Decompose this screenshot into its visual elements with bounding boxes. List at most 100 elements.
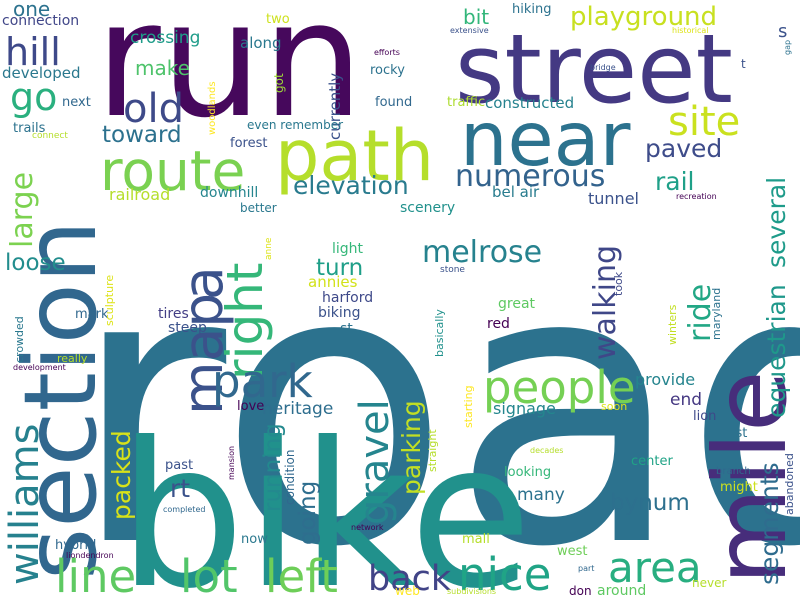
word-recreation: recreation (676, 192, 717, 201)
word-signage: signage (493, 399, 556, 418)
word-people: people (483, 361, 636, 414)
word-parking: parking (397, 400, 426, 495)
word-currently: currently (326, 73, 344, 140)
word-several: several (762, 177, 791, 268)
word-woodlands: woodlands (207, 81, 218, 135)
word-first: first (722, 426, 747, 441)
word-historical: historical (672, 26, 709, 35)
word-mark: mark (75, 307, 109, 322)
word-packed: packed (107, 430, 136, 520)
word-development: development (13, 363, 66, 372)
word-decades: decades (530, 446, 563, 455)
word-site: site (668, 99, 740, 145)
word-might: might (720, 480, 758, 495)
word-near: near (460, 95, 631, 183)
word-old: old (123, 86, 184, 132)
word-make: make (135, 56, 190, 80)
word-condition: condition (283, 450, 297, 505)
word-toward: toward (102, 122, 182, 148)
word-biking: biking (318, 305, 361, 321)
word-section: section (2, 220, 119, 580)
word-subdivisions: subdivisions (447, 587, 496, 596)
word-liondendron: liondendron (66, 551, 114, 560)
word-walking: walking (588, 245, 623, 360)
word-loose: loose (5, 250, 66, 276)
word-annies: annies (308, 273, 358, 291)
word-railroad: railroad (109, 185, 170, 204)
word-go: go (10, 75, 57, 119)
word-map: map (171, 293, 235, 415)
word-light: light (332, 241, 364, 257)
word-right: right (216, 263, 274, 380)
word-elevation: elevation (293, 171, 409, 200)
word-road: road (70, 187, 800, 600)
word-one: one (13, 0, 50, 21)
word-steep: steep (168, 320, 207, 336)
word-scenery: scenery (400, 200, 455, 216)
word-really: really (57, 352, 88, 365)
word-rt: rt (170, 474, 190, 503)
word-playground: playground (570, 2, 717, 32)
word-network: network (351, 523, 384, 532)
word-great: great (498, 296, 536, 312)
word-basically: basically (433, 309, 446, 357)
word-found: found (375, 95, 412, 110)
word-s: s (778, 21, 787, 42)
word-rocky: rocky (370, 63, 405, 78)
word-ride: ride (683, 284, 718, 342)
word-connect: connect (32, 131, 68, 141)
word-hybrid: hybrid (55, 538, 96, 553)
word-anne: anne (264, 237, 274, 260)
word-tires: tires (158, 306, 189, 322)
word-end: end (670, 390, 702, 410)
word-never: never (692, 576, 726, 590)
word-back: back (368, 559, 452, 599)
word-past: past (165, 458, 193, 473)
word-provide: provide (635, 370, 695, 389)
word-running: running (260, 423, 286, 512)
word-numerous: numerous (455, 159, 605, 194)
word-going: going (295, 481, 321, 545)
word-large: large (5, 172, 40, 248)
word-area: area (608, 543, 702, 592)
word-rail: rail (655, 167, 695, 196)
word-branch: branch (716, 466, 751, 477)
word-lot: lot (180, 550, 238, 600)
word-bit: bit (463, 5, 489, 29)
word-t: t (741, 57, 746, 71)
word-looking: looking (504, 465, 551, 480)
word-crossing: crossing (130, 28, 200, 48)
word-web: web (395, 584, 420, 598)
word-park: park (212, 355, 313, 408)
word-west: west (557, 544, 588, 559)
word-two: two (266, 12, 290, 27)
word-stone: stone (440, 265, 465, 275)
word-equestrian: equestrian (762, 284, 791, 418)
word-harford: harford (322, 290, 373, 306)
word-paved: paved (645, 134, 722, 163)
word-completed: completed (163, 505, 205, 514)
word-path: path (275, 115, 434, 197)
word-tunnel: tunnel (588, 189, 639, 208)
word-developed: developed (2, 64, 80, 82)
word-don: don (569, 584, 592, 598)
word-segments: segments (755, 462, 784, 585)
word-soon: soon (601, 400, 627, 413)
word-mile: mile (692, 370, 800, 585)
word-efforts: efforts (374, 48, 400, 57)
word-bridge: bridge (590, 63, 616, 72)
word-a: a (171, 266, 235, 300)
word-bel-air: bel air (492, 183, 540, 201)
word-lion: lion (693, 409, 716, 424)
word-nice: nice (458, 548, 551, 600)
word-turn: turn (316, 255, 363, 281)
word-heritage: heritage (262, 399, 333, 419)
word-run: run (95, 0, 364, 153)
word-hill: hill (5, 30, 61, 74)
word-line: line (55, 550, 136, 600)
word-maryland: maryland (710, 288, 723, 340)
word-hiking: hiking (512, 2, 551, 17)
word-got: got (272, 73, 286, 93)
